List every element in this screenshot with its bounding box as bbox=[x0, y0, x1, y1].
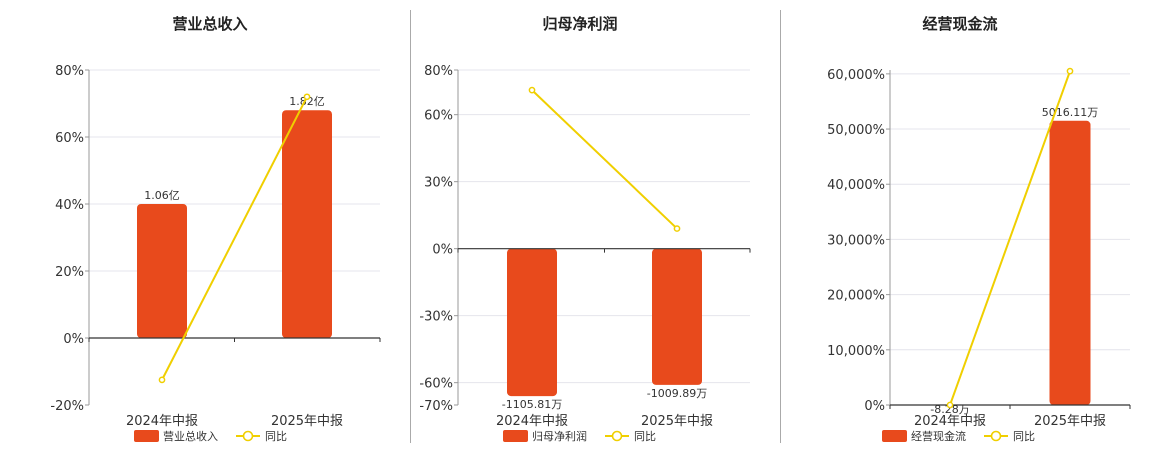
bar-1[interactable] bbox=[282, 110, 332, 338]
bar-1[interactable] bbox=[652, 248, 702, 385]
x-category-label: 2024年中报 bbox=[126, 414, 198, 429]
y-tick-label: 0% bbox=[864, 399, 885, 414]
legend-bar-label: 归母净利润 bbox=[532, 429, 587, 443]
y-tick-label: -70% bbox=[419, 399, 453, 414]
y-tick-label: 60% bbox=[55, 131, 84, 146]
y-tick-label: 0% bbox=[432, 243, 453, 258]
legend-bar-swatch bbox=[503, 430, 528, 442]
legend-line-label: 同比 bbox=[265, 430, 287, 443]
y-tick-label: -60% bbox=[419, 377, 453, 392]
x-category-label: 2024年中报 bbox=[496, 414, 568, 429]
bar-0[interactable] bbox=[137, 204, 187, 338]
y-tick-label: 50,000% bbox=[827, 123, 885, 138]
y-tick-label: 60,000% bbox=[827, 68, 885, 83]
yoy-line bbox=[531, 89, 678, 230]
legend-bar-swatch bbox=[134, 430, 159, 442]
yoy-point-0[interactable] bbox=[158, 376, 166, 384]
y-tick-label: -30% bbox=[419, 310, 453, 325]
legend-bar-label: 营业总收入 bbox=[163, 429, 218, 443]
legend-line-marker bbox=[990, 430, 1002, 442]
y-tick-label: 0% bbox=[63, 332, 84, 347]
y-tick-label: 10,000% bbox=[827, 344, 885, 359]
bar-data-label: -1009.89万 bbox=[647, 387, 707, 400]
chart-title: 营业总收入 bbox=[172, 15, 247, 33]
chart-title: 经营现金流 bbox=[922, 15, 997, 33]
y-tick-label: 80% bbox=[424, 64, 453, 79]
legend-line-marker bbox=[242, 430, 254, 442]
legend-line-label: 同比 bbox=[1013, 430, 1035, 443]
bar-data-label: -8.28万 bbox=[930, 403, 969, 416]
yoy-point-0[interactable] bbox=[528, 86, 536, 94]
yoy-point-1[interactable] bbox=[1066, 67, 1074, 75]
legend-line-label: 同比 bbox=[634, 430, 656, 443]
bar-data-label: 1.82亿 bbox=[289, 95, 325, 108]
legend-bar-swatch bbox=[882, 430, 907, 442]
yoy-point-1[interactable] bbox=[673, 225, 681, 232]
y-tick-label: 40,000% bbox=[827, 178, 885, 193]
x-category-label: 2025年中报 bbox=[641, 414, 713, 429]
y-tick-label: 20% bbox=[55, 265, 84, 280]
bar-data-label: 1.06亿 bbox=[144, 189, 180, 202]
y-tick-label: -20% bbox=[50, 399, 84, 414]
y-tick-label: 60% bbox=[424, 109, 453, 124]
legend-bar-label: 经营现金流 bbox=[911, 429, 966, 443]
x-category-label: 2025年中报 bbox=[1034, 414, 1106, 429]
y-tick-label: 20,000% bbox=[827, 289, 885, 304]
bar-data-label: -1105.81万 bbox=[502, 398, 562, 411]
bar-data-label: 5016.11万 bbox=[1042, 106, 1099, 119]
yoy-point-1[interactable] bbox=[303, 93, 311, 101]
yoy-line bbox=[161, 96, 308, 381]
chart-title: 归母净利润 bbox=[542, 15, 617, 33]
bar-1[interactable] bbox=[1049, 120, 1091, 406]
y-tick-label: 30% bbox=[424, 176, 453, 191]
yoy-point-0[interactable] bbox=[946, 401, 954, 409]
x-category-label: 2025年中报 bbox=[271, 414, 343, 429]
bar-0[interactable] bbox=[507, 248, 557, 397]
y-tick-label: 30,000% bbox=[827, 233, 885, 248]
yoy-line bbox=[949, 70, 1071, 406]
y-tick-label: 40% bbox=[55, 198, 84, 213]
y-tick-label: 80% bbox=[55, 64, 84, 79]
x-category-label: 2024年中报 bbox=[914, 414, 986, 429]
legend-line-marker bbox=[611, 430, 623, 442]
